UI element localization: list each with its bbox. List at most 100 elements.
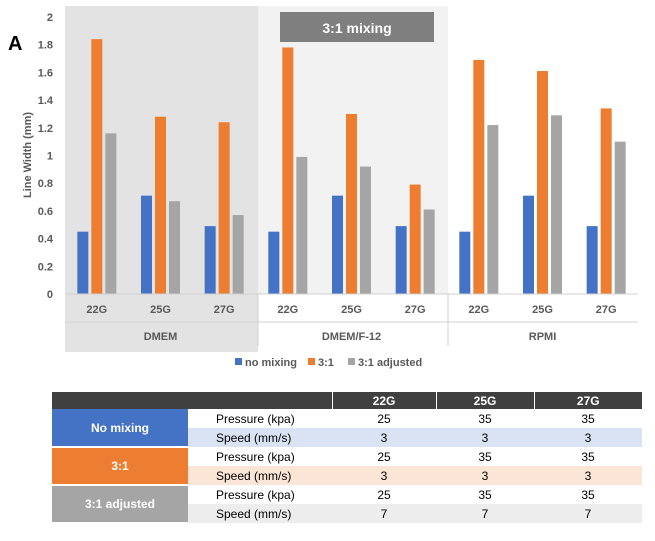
table-row: Speed (mm/s) 3 3 3 xyxy=(52,428,642,447)
param-label: Pressure (kpa) xyxy=(216,487,295,502)
bar xyxy=(77,231,89,294)
y-axis-label: Line Width (mm) xyxy=(22,112,34,198)
group-label-no-mixing: No mixing xyxy=(52,409,188,448)
bar xyxy=(614,141,626,294)
legend-swatch xyxy=(308,358,315,365)
table-cell: 7 xyxy=(332,504,436,523)
bar xyxy=(459,231,471,294)
table-header-22g: 22G xyxy=(331,392,436,409)
table-cell: 35 xyxy=(478,487,492,502)
bar xyxy=(296,156,308,294)
param-label: Speed (mm/s) xyxy=(188,466,332,485)
bar xyxy=(537,71,548,294)
param-label: Pressure (kpa) xyxy=(216,449,295,464)
bar xyxy=(218,122,230,294)
table-cell: 3 xyxy=(436,428,534,447)
table-header-row: 22G 25G 27G xyxy=(52,392,642,409)
group-label-3-1-adjusted: 3:1 adjusted xyxy=(52,485,188,524)
bar xyxy=(423,209,435,294)
table-header-25g: 25G xyxy=(435,392,534,409)
x-tick-label: 27G xyxy=(214,304,235,316)
bars xyxy=(77,39,626,295)
y-tick-label: 1 xyxy=(47,151,53,163)
y-tick-label: 0.8 xyxy=(38,178,53,190)
bar xyxy=(346,113,357,294)
y-tick-label: 1.4 xyxy=(38,95,54,107)
param-label: Speed (mm/s) xyxy=(188,428,332,447)
bar xyxy=(600,108,612,294)
bar xyxy=(473,59,485,295)
table-cell: 3 xyxy=(534,428,642,447)
bar xyxy=(523,195,534,294)
y-tick-label: 0 xyxy=(47,289,53,301)
x-tick-label: 25G xyxy=(341,304,362,316)
table-cell: 3 xyxy=(332,428,436,447)
table-row: 3:1 adjusted Pressure (kpa) 25 35 35 xyxy=(52,485,642,524)
mixing-annotation-label: 3:1 mixing xyxy=(322,20,391,36)
y-tick-label: 1.8 xyxy=(38,40,53,52)
table-cell: 35 xyxy=(581,487,595,502)
y-tick-label: 0.2 xyxy=(38,261,53,273)
bar xyxy=(268,231,280,294)
bar xyxy=(586,226,598,294)
table-header-corner xyxy=(52,392,332,409)
x-tick-label: 22G xyxy=(277,304,298,316)
bar xyxy=(155,116,166,294)
group-label: RPMI xyxy=(529,331,557,343)
x-tick-label: 22G xyxy=(86,304,107,316)
y-tick-label: 0.6 xyxy=(38,206,53,218)
group-labels: DMEM DMEM/F-12 RPMI xyxy=(144,331,557,343)
bar xyxy=(91,39,103,294)
bar-chart: A 3:1 mixing Line Width (mm) 00.20.40.60… xyxy=(8,6,638,369)
table-row: Speed (mm/s) 3 3 3 xyxy=(52,466,642,485)
mixing-annotation-box xyxy=(280,12,434,42)
group-label-3-1: 3:1 xyxy=(52,447,188,486)
table-header-27g: 27G xyxy=(533,392,642,409)
table-cell: 3 xyxy=(534,466,642,485)
bar xyxy=(141,195,152,294)
table-cell: 7 xyxy=(534,504,642,523)
bar xyxy=(105,133,117,294)
y-tick-label: 1.6 xyxy=(38,67,53,79)
x-axis-ticks: 22G 25G 27G 22G 25G 27G 22G 25G 27G xyxy=(86,304,616,316)
table-cell: 25 xyxy=(377,487,391,502)
table-cell: 35 xyxy=(581,449,595,464)
bar xyxy=(487,125,499,294)
table-cell: 35 xyxy=(581,411,595,426)
group-label: DMEM xyxy=(144,331,178,343)
group-label: DMEM/F-12 xyxy=(322,331,381,343)
table-cell: 3 xyxy=(332,466,436,485)
param-label: Speed (mm/s) xyxy=(188,504,332,523)
bar xyxy=(169,201,180,294)
table-cell: 25 xyxy=(377,449,391,464)
legend-swatch xyxy=(235,358,242,365)
table-cell: 7 xyxy=(436,504,534,523)
panel-letter: A xyxy=(8,33,22,55)
param-label: Pressure (kpa) xyxy=(216,411,295,426)
x-tick-label: 27G xyxy=(405,304,426,316)
bar xyxy=(551,115,562,295)
bar xyxy=(282,47,294,294)
y-tick-label: 1.2 xyxy=(38,123,53,135)
x-tick-label: 25G xyxy=(150,304,171,316)
table-cell: 35 xyxy=(478,411,492,426)
y-tick-label: 2 xyxy=(47,12,53,24)
table-row: No mixing Pressure (kpa) 25 35 35 xyxy=(52,409,642,448)
legend-label: 3:1 adjusted xyxy=(358,357,422,369)
table-cell: 25 xyxy=(377,411,391,426)
table-cell: 3 xyxy=(436,466,534,485)
bar xyxy=(332,195,343,294)
parameter-table: 22G 25G 27G No mixing Pressure (kpa) 25 … xyxy=(52,392,642,524)
bar xyxy=(395,226,407,294)
bar xyxy=(232,215,244,294)
legend-label: 3:1 xyxy=(318,357,334,369)
bar xyxy=(409,184,421,294)
bar xyxy=(204,226,216,294)
legend: no mixing 3:1 3:1 adjusted xyxy=(235,357,422,369)
table-row: Speed (mm/s) 7 7 7 xyxy=(52,504,642,523)
legend-swatch xyxy=(348,358,355,365)
legend-label: no mixing xyxy=(245,357,297,369)
y-tick-label: 0.4 xyxy=(38,234,54,246)
x-tick-label: 27G xyxy=(596,304,617,316)
y-axis-ticks: 0 0.2 0.4 0.6 0.8 1 1.2 1.4 1.6 1.8 2 xyxy=(38,12,54,301)
